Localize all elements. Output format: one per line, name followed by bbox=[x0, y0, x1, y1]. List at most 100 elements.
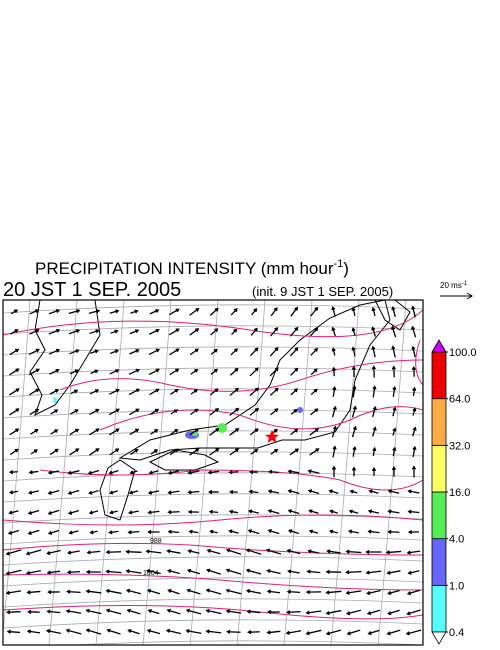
wind-arrow bbox=[386, 570, 401, 575]
wind-arrow bbox=[105, 588, 122, 595]
wind-arrow bbox=[150, 449, 159, 455]
wind-arrow bbox=[5, 590, 22, 595]
wind-arrow bbox=[411, 345, 416, 358]
wind-arrow bbox=[266, 589, 281, 594]
wind-arrow bbox=[87, 469, 100, 475]
wind-arrow bbox=[371, 326, 377, 337]
wind-arrow bbox=[146, 588, 161, 595]
wind-arrow bbox=[89, 389, 100, 395]
wind-arrow bbox=[210, 368, 219, 375]
parallel bbox=[3, 409, 423, 419]
wind-arrow bbox=[67, 550, 80, 555]
wind-arrow bbox=[246, 609, 261, 614]
title: PRECIPITATION INTENSITY (mm hour-1) bbox=[35, 258, 349, 278]
wind-arrow bbox=[310, 368, 318, 376]
wind-arrow bbox=[109, 388, 120, 395]
wind-arrow bbox=[352, 445, 357, 457]
wind-arrow bbox=[231, 328, 238, 335]
wind-arrow bbox=[305, 610, 322, 615]
title-exponent: -1 bbox=[333, 258, 343, 270]
wind-arrow bbox=[27, 529, 40, 535]
isobars bbox=[3, 309, 423, 620]
wind-arrow bbox=[267, 489, 280, 494]
wind-arrow bbox=[269, 387, 279, 396]
wind-arrow bbox=[129, 428, 140, 436]
wind-arrow bbox=[286, 589, 301, 594]
wind-arrow bbox=[406, 589, 421, 596]
ref-label: 20 ms bbox=[440, 281, 462, 290]
wind-arrow bbox=[29, 309, 40, 315]
wind-arrow bbox=[331, 366, 337, 377]
wind-arrow bbox=[411, 325, 417, 338]
wind-arrow bbox=[392, 406, 397, 417]
wind-arrow bbox=[392, 446, 397, 457]
wind-arrow bbox=[307, 489, 320, 495]
wind-arrow bbox=[290, 306, 299, 317]
wind-arrow bbox=[126, 608, 141, 615]
wind-arrow bbox=[267, 509, 280, 515]
valid-time: 20 JST 1 SEP. 2005 bbox=[3, 279, 181, 301]
parallel bbox=[3, 598, 423, 608]
wind-arrow bbox=[249, 407, 260, 416]
wind-arrow bbox=[9, 428, 20, 436]
wind-arrow bbox=[352, 385, 357, 398]
wind-arrow bbox=[286, 610, 301, 615]
wind-arrow bbox=[287, 529, 299, 535]
wind-arrow bbox=[407, 489, 420, 494]
wind-arrow bbox=[47, 529, 60, 535]
wind-arrow bbox=[229, 448, 240, 456]
wind-arrow bbox=[27, 609, 40, 614]
wind-arrow bbox=[109, 490, 118, 495]
wind-arrow bbox=[129, 329, 140, 335]
wind-arrow bbox=[169, 308, 180, 316]
parallel bbox=[3, 430, 423, 440]
wind-arrow bbox=[6, 610, 21, 615]
wind-arrow bbox=[9, 408, 20, 416]
wind-arrow bbox=[9, 448, 19, 456]
wind-arrow bbox=[8, 469, 18, 475]
wind-arrow bbox=[88, 489, 99, 495]
wind-arrow bbox=[110, 329, 119, 334]
title-text: PRECIPITATION INTENSITY (mm hour bbox=[35, 259, 334, 278]
wind-arrow bbox=[90, 369, 99, 375]
wind-arrow bbox=[185, 628, 202, 634]
wind-arrow bbox=[67, 509, 80, 515]
wind-arrow bbox=[307, 549, 320, 554]
wind-arrow bbox=[368, 489, 379, 494]
wind-arrow bbox=[308, 529, 319, 534]
wind-arrow bbox=[310, 327, 319, 337]
wind-arrow bbox=[166, 549, 181, 554]
wind-arrow bbox=[86, 550, 101, 555]
wind-arrow bbox=[48, 348, 61, 355]
wind-arrow bbox=[228, 470, 239, 475]
wind-arrow bbox=[208, 489, 219, 495]
wind-arrow bbox=[331, 465, 337, 478]
wind-arrow bbox=[287, 489, 300, 494]
wind-arrow bbox=[9, 348, 20, 356]
wind-arrow bbox=[406, 609, 421, 616]
wind-arrow bbox=[186, 588, 201, 595]
wind-arrow bbox=[331, 347, 336, 356]
wind-arrow bbox=[25, 570, 42, 575]
wind-arrow bbox=[412, 386, 417, 397]
ref-exponent: -1 bbox=[462, 281, 468, 287]
wind-arrow bbox=[387, 489, 400, 494]
wind-arrow bbox=[308, 509, 319, 515]
wind-arrow bbox=[366, 609, 381, 616]
wind-arrow bbox=[90, 349, 99, 355]
wind-arrow bbox=[331, 425, 337, 438]
map bbox=[3, 300, 423, 645]
wind-arrow bbox=[411, 465, 417, 478]
wind-arrow bbox=[266, 568, 281, 575]
wind-arrow bbox=[5, 569, 22, 576]
parallel bbox=[3, 304, 423, 314]
wind-arrow bbox=[89, 408, 100, 415]
colorbar-segment bbox=[431, 351, 447, 400]
colorbar-segment bbox=[431, 398, 447, 446]
wind-arrow bbox=[265, 548, 282, 555]
wind-arrow bbox=[168, 328, 180, 336]
wind-arrow bbox=[105, 569, 122, 574]
wind-arrow bbox=[331, 326, 336, 337]
wind-arrow bbox=[326, 549, 341, 554]
